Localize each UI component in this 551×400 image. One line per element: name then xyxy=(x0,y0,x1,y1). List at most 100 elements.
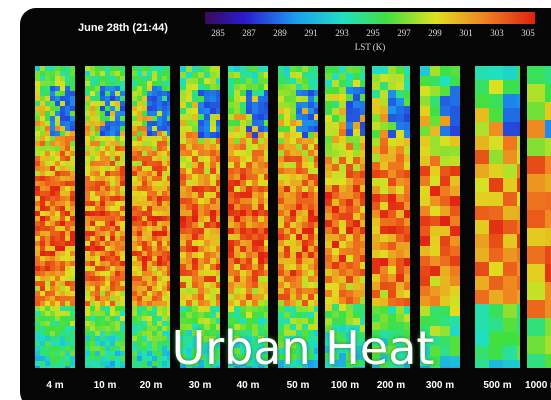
heat-cell xyxy=(186,240,192,246)
heat-cell xyxy=(147,276,152,281)
heat-cell xyxy=(380,106,388,114)
heat-cell xyxy=(325,136,332,143)
heat-cell xyxy=(115,316,120,321)
heat-cell xyxy=(45,96,50,101)
heat-cell xyxy=(147,166,152,171)
heat-cell xyxy=(339,87,346,94)
heat-cell xyxy=(240,96,246,102)
heat-cell xyxy=(228,162,234,168)
heat-cell xyxy=(372,266,380,274)
heat-cell xyxy=(120,311,125,316)
heat-cell xyxy=(302,222,308,228)
heat-cell xyxy=(40,241,45,246)
heat-cell xyxy=(325,185,332,192)
heat-cell xyxy=(346,290,353,297)
heat-cell xyxy=(90,311,95,316)
heat-cell xyxy=(228,180,234,186)
heat-cell xyxy=(50,81,55,86)
heat-cell xyxy=(517,262,520,276)
heat-cell xyxy=(246,270,252,276)
heat-cell xyxy=(147,116,152,121)
heat-cell xyxy=(132,76,137,81)
heat-cell xyxy=(290,78,296,84)
heat-cell xyxy=(110,86,115,91)
heat-cell xyxy=(353,206,360,213)
heat-cell xyxy=(110,356,115,361)
heat-cell xyxy=(85,196,90,201)
heat-cell xyxy=(90,81,95,86)
heat-cell xyxy=(388,210,396,218)
heat-cell xyxy=(240,186,246,192)
heat-cell xyxy=(70,296,75,301)
heat-cell xyxy=(90,131,95,136)
heat-cell xyxy=(339,178,346,185)
heat-cell xyxy=(157,286,162,291)
heat-cell xyxy=(278,174,284,180)
heat-cell xyxy=(360,192,365,199)
heat-cell xyxy=(95,226,100,231)
heat-cell xyxy=(372,122,380,130)
heat-cell xyxy=(50,266,55,271)
heat-cell xyxy=(258,276,264,282)
heat-cell xyxy=(346,199,353,206)
heat-cell xyxy=(162,151,167,156)
heat-cell xyxy=(210,228,216,234)
heat-cell xyxy=(302,276,308,282)
heat-cell xyxy=(157,246,162,251)
heat-cell xyxy=(105,91,110,96)
colorbar-tick: 297 xyxy=(397,28,411,38)
heat-cell xyxy=(167,306,170,311)
heat-cell xyxy=(152,271,157,276)
colorbar-tick: 289 xyxy=(273,28,287,38)
heat-cell xyxy=(55,231,60,236)
heat-cell xyxy=(45,146,50,151)
heat-cell xyxy=(489,304,503,318)
heat-cell xyxy=(90,176,95,181)
heat-cell xyxy=(157,356,162,361)
heat-cell xyxy=(296,312,302,318)
heat-cell xyxy=(278,138,284,144)
heat-cell xyxy=(210,192,216,198)
heat-cell xyxy=(45,326,50,331)
heat-cell xyxy=(157,266,162,271)
heat-cell xyxy=(70,306,75,311)
heat-cell xyxy=(503,360,517,368)
heat-cell xyxy=(105,351,110,356)
heat-cell xyxy=(35,81,40,86)
heat-cell xyxy=(440,186,450,196)
heat-cell xyxy=(65,216,70,221)
heat-cell xyxy=(210,132,216,138)
heat-cell xyxy=(105,286,110,291)
heat-cell xyxy=(210,102,216,108)
heat-cell xyxy=(216,138,220,144)
heat-cell xyxy=(100,231,105,236)
heat-cell xyxy=(258,234,264,240)
heat-cell xyxy=(85,171,90,176)
heat-cell xyxy=(404,186,410,194)
heat-cell xyxy=(228,72,234,78)
heat-cell xyxy=(234,132,240,138)
heat-cell xyxy=(396,154,404,162)
heat-cell xyxy=(142,266,147,271)
heat-cell xyxy=(115,271,120,276)
heat-cell xyxy=(100,156,105,161)
heat-cell xyxy=(132,161,137,166)
heat-cell xyxy=(40,91,45,96)
heat-cell xyxy=(346,269,353,276)
heat-cell xyxy=(147,196,152,201)
heat-cell xyxy=(162,226,167,231)
heat-cell xyxy=(186,210,192,216)
heat-cell xyxy=(353,80,360,87)
heat-cell xyxy=(137,266,142,271)
heat-cell xyxy=(45,101,50,106)
heat-cell xyxy=(105,181,110,186)
heat-cell xyxy=(198,270,204,276)
heat-cell xyxy=(284,174,290,180)
heat-cell xyxy=(420,166,430,176)
heat-cell xyxy=(70,366,75,368)
heat-cell xyxy=(55,76,60,81)
heat-cell xyxy=(296,204,302,210)
heat-cell xyxy=(162,146,167,151)
heat-cell xyxy=(380,250,388,258)
heat-cell xyxy=(278,108,284,114)
